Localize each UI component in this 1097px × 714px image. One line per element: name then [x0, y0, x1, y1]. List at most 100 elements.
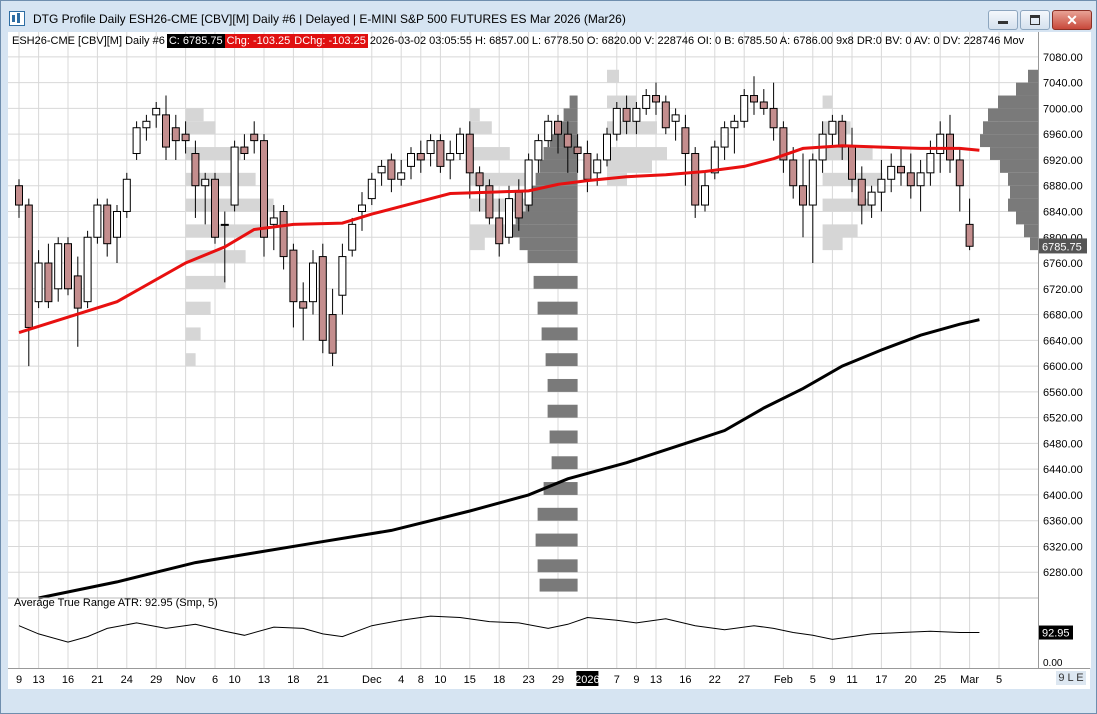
atr-label: Average True Range ATR: 92.95 (Smp, 5) — [14, 597, 218, 609]
candle-body — [260, 140, 268, 238]
candle-body — [397, 172, 406, 180]
candle-body — [720, 127, 729, 148]
maximize-button[interactable] — [1020, 10, 1050, 30]
candle-body — [367, 178, 376, 200]
volume-profile-bar — [537, 507, 578, 521]
time-tick-label: 9 — [16, 674, 22, 686]
time-tick-label: 29 — [552, 674, 564, 686]
candle-body — [73, 275, 82, 309]
volume-profile-bar — [537, 301, 578, 315]
candle-body — [808, 159, 817, 206]
candle-body — [465, 133, 474, 174]
volume-profile-bar — [539, 578, 578, 592]
window-title: DTG Profile Daily ESH26-CME [CBV][M] Dai… — [33, 12, 626, 26]
time-tick-label: 21 — [91, 674, 103, 686]
candle-body — [671, 114, 680, 122]
candle-body — [436, 140, 445, 167]
candle-body — [877, 178, 886, 193]
volume-profile-bar — [1000, 159, 1038, 173]
time-tick-label: 13 — [258, 674, 270, 686]
volume-profile-bar — [983, 121, 1038, 135]
price-tick-label: 6680.00 — [1043, 310, 1083, 322]
volume-profile-bar — [980, 134, 1038, 148]
volume-profile-bar — [539, 159, 578, 173]
volume-profile-bar — [469, 108, 480, 122]
volume-profile-bar — [1030, 237, 1038, 251]
time-tick-label: 25 — [934, 674, 946, 686]
candle-body — [93, 204, 102, 238]
volume-profile-bar — [998, 95, 1038, 109]
price-tick-label: 6640.00 — [1043, 335, 1083, 347]
candle-body — [152, 107, 161, 116]
volume-profile-bar — [469, 121, 492, 135]
close-button[interactable]: ✕ — [1052, 10, 1092, 30]
time-tick-label: 7 — [614, 674, 620, 686]
atr-value-label: 92.95 — [1042, 628, 1070, 640]
candle-body — [279, 210, 288, 258]
candle-body — [730, 120, 739, 129]
time-tick-label: 18 — [287, 674, 299, 686]
volume-profile-bar — [549, 430, 578, 444]
time-tick-label: Nov — [176, 674, 196, 686]
volume-profile-bar — [547, 404, 578, 418]
candle-body — [691, 153, 700, 206]
volume-profile-bar — [607, 159, 652, 173]
candle-body — [485, 185, 494, 219]
time-tick-label: 16 — [679, 674, 691, 686]
volume-profile-bar — [822, 95, 833, 109]
time-axis-svg: 9 13 16 21 24 29 Nov 6 10 13 18 21 Dec 4 8 10 15 18 23 29 20… — [16, 671, 1002, 686]
candle-body — [514, 191, 523, 219]
price-tick-label: 6400.00 — [1043, 490, 1083, 502]
candle-body — [475, 172, 484, 187]
volume-profile-bar — [515, 211, 578, 225]
candle-body — [338, 256, 347, 296]
candle-body — [446, 153, 455, 161]
candle-body — [887, 165, 896, 180]
volume-profile-bar — [1008, 172, 1038, 186]
price-axis[interactable]: 6280.00 6320.00 6360.00 6400.00 6440.00 6480.… — [1038, 32, 1091, 669]
atr-value-tag — [1039, 625, 1073, 640]
candle-body — [573, 146, 582, 155]
candle-body — [220, 223, 229, 226]
time-tick-label: 5 — [810, 674, 816, 686]
time-axis[interactable]: 9 13 16 21 24 29 Nov 6 10 13 18 21 Dec 4 8 10 15 18 23 29 20… — [8, 668, 1090, 689]
maximize-icon — [1030, 15, 1040, 25]
volume-profile-bar — [185, 353, 196, 367]
volume-profile-bar — [551, 456, 578, 470]
info-bar: ESH26-CME [CBV][M] Daily #6 C: 6785.75 Chg… — [10, 34, 1026, 48]
candle-body — [201, 178, 210, 187]
axis-corner-label[interactable]: 9 L E — [1056, 671, 1086, 685]
candle-body — [142, 120, 151, 129]
volume-profile-bar — [563, 108, 578, 122]
minimize-button[interactable] — [988, 10, 1018, 30]
change-badge: Chg: -103.25 — [224, 34, 293, 48]
time-tick-label: Feb — [774, 674, 793, 686]
time-tick-label: 10 — [228, 674, 240, 686]
minimize-icon — [998, 21, 1008, 24]
candle-body — [612, 107, 621, 135]
candle-body — [622, 107, 631, 122]
candle-body — [710, 146, 719, 174]
volume-profile-bar — [988, 108, 1038, 122]
candle-body — [407, 153, 415, 167]
candle-body — [495, 217, 504, 245]
candle-body — [867, 191, 876, 206]
volume-profile-bar — [822, 121, 851, 135]
time-tick-label: 6 — [212, 674, 218, 686]
symbol-label: ESH26-CME [CBV][M] Daily #6 — [12, 35, 165, 47]
candle-body — [759, 101, 768, 109]
volume-profile-bar — [1016, 211, 1038, 225]
candle-body — [544, 120, 553, 142]
candle-body — [44, 262, 53, 303]
volume-profile-bar — [469, 147, 510, 160]
candle-body — [789, 159, 798, 187]
title-bar[interactable]: DTG Profile Daily ESH26-CME [CBV][M] Dai… — [1, 1, 1096, 33]
volume-profile-bar — [185, 301, 211, 315]
time-tick-label: 24 — [121, 674, 133, 686]
price-tick-label: 6360.00 — [1043, 516, 1083, 528]
price-chart-area[interactable] — [8, 32, 1038, 668]
price-tick-label: 6560.00 — [1043, 387, 1083, 399]
candle-body — [34, 262, 43, 303]
price-tick-label: 6880.00 — [1043, 181, 1083, 193]
price-tick-label: 6920.00 — [1043, 155, 1083, 167]
